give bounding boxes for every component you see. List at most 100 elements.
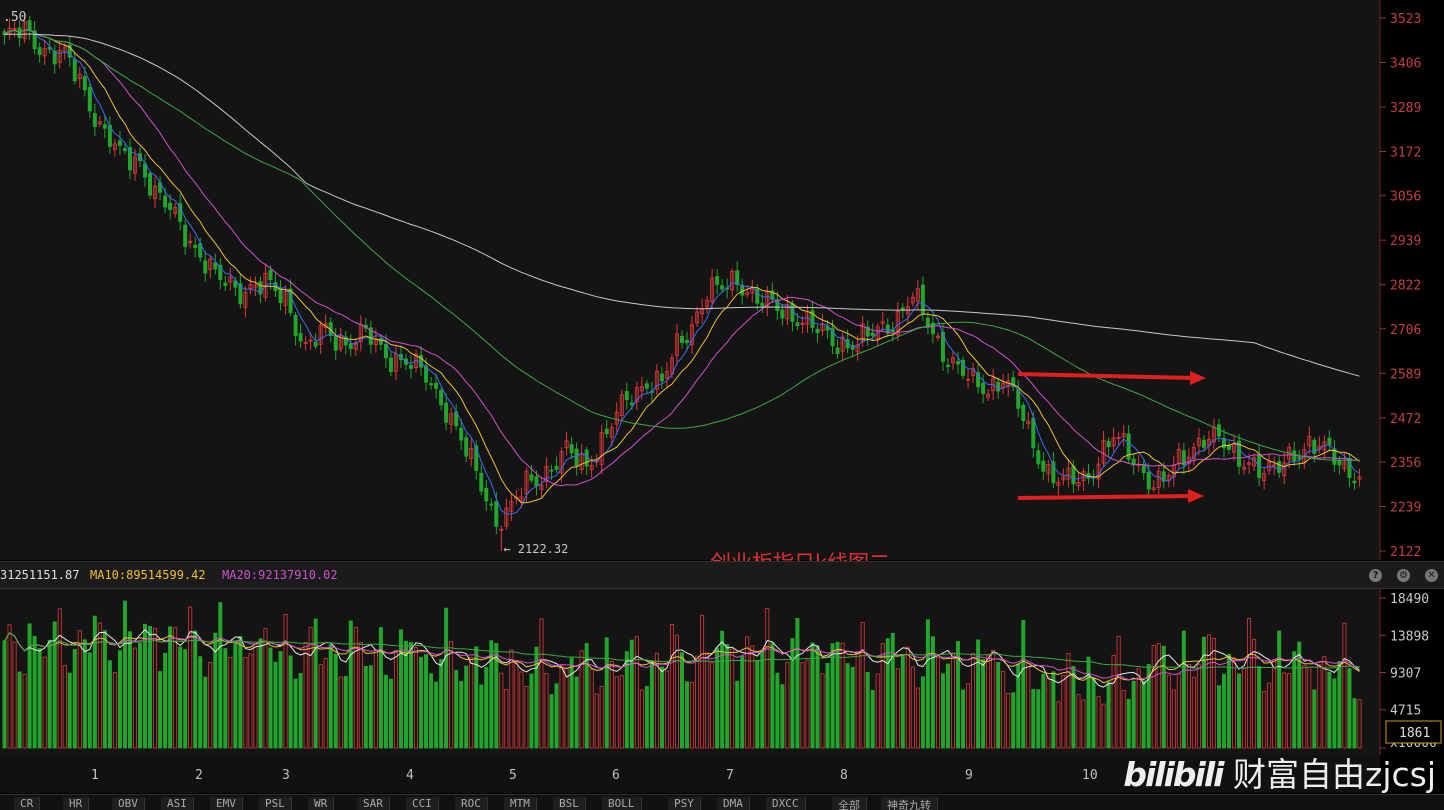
candle-body [57,49,62,63]
candle-body [945,364,950,367]
candle-body [940,331,945,362]
indicator-tab[interactable]: OBV [112,797,145,810]
indicator-tab[interactable]: SAR [357,797,390,810]
volume-bar [62,665,67,749]
candle-body [981,382,986,394]
volume-bar [429,673,434,749]
volume-bar [338,676,343,749]
indicator-tab[interactable]: ROC [455,797,488,810]
candle-body [203,260,208,274]
volume-bar [153,628,158,749]
candle-body [624,391,629,401]
volume-bar [750,645,755,749]
volume-bar [328,644,333,749]
volume-bar [639,689,644,749]
settings-icon[interactable]: ⚙ [1397,569,1410,582]
volume-bar [569,657,574,749]
candle-body [840,336,845,352]
volume-bar [1357,699,1362,749]
candle-body [544,465,549,482]
candle-body [479,472,484,492]
volume-bar [32,636,37,749]
volume-bar [634,636,639,749]
indicator-tab[interactable]: 神奇九转 [881,797,938,810]
candle-body [1337,460,1342,466]
candle-body [223,282,228,286]
volume-bar [1267,682,1272,749]
help-icon[interactable]: ? [1369,569,1382,582]
volume-bar [715,647,720,749]
candle-body [1312,439,1317,454]
candle-body [1146,471,1151,490]
volume-bar [12,641,17,749]
candle-body [730,271,735,291]
indicator-tab[interactable]: CCI [406,797,439,810]
candle-body [1322,441,1327,451]
volume-bar [1181,630,1186,749]
candle-body [619,394,624,417]
indicator-tab[interactable]: BSL [553,797,586,810]
volume-ma20-text: MA20:92137910.02 [222,568,338,582]
candle-body [313,341,318,347]
volume-bar [1031,688,1036,749]
date-axis-label: 2 [195,768,203,783]
candle-body [1116,436,1121,439]
candle-body [253,284,258,289]
candle-body [810,310,815,328]
volume-bar [343,675,348,749]
candle-body [489,503,494,506]
volume-bar [203,676,208,749]
indicator-tab[interactable]: MTM [504,797,537,810]
indicator-tab[interactable]: 全部 [832,797,867,810]
volume-ma5-text: 31251151.87 [0,568,80,582]
volume-bar [1071,666,1076,749]
candle-body [318,325,323,345]
volume-bar [935,657,940,749]
candle-body [659,373,664,382]
support-arrow-head [1188,489,1204,503]
volume-bar [986,654,991,749]
indicator-tab[interactable]: EMV [210,797,243,810]
volume-bar [1081,699,1086,749]
candle-body [1036,450,1041,465]
candle-body [1292,450,1297,462]
candle-body [37,47,42,56]
candle-body [770,290,775,300]
volume-bar [1186,664,1191,749]
indicator-tab[interactable]: DMA [717,797,750,810]
volume-bar [910,666,915,749]
indicator-tab[interactable]: PSY [668,797,701,810]
indicator-tab[interactable]: BOLL [602,797,642,810]
candle-body [644,383,649,389]
volume-bar [27,623,32,749]
candle-body [469,447,474,460]
candle-body [664,371,669,379]
volume-bar [47,639,52,749]
candle-body [639,386,644,392]
volume-bar [619,675,624,749]
candle-body [1066,467,1071,480]
indicator-tab[interactable]: ASI [161,797,194,810]
volume-bar [1317,664,1322,749]
indicator-tab[interactable]: DXCC [766,797,806,810]
volume-bar [1036,689,1041,749]
volume-bar [1292,651,1297,749]
volume-bar [730,648,735,749]
candle-body [1016,389,1021,409]
volume-bar [213,632,218,749]
close-icon[interactable]: ✕ [1425,569,1438,582]
volume-bar [840,642,845,749]
candle-body [705,299,710,308]
candle-body [1262,473,1267,482]
candle-body [935,335,940,338]
candle-body [293,314,298,337]
indicator-tab[interactable]: HR [63,797,90,810]
candle-body [208,258,213,270]
indicator-tab[interactable]: CR [14,797,41,810]
candle-body [629,402,634,406]
volume-bar [158,671,163,749]
indicator-tab[interactable]: PSL [259,797,292,810]
volume-bar [42,656,47,749]
indicator-tab[interactable]: WR [308,797,335,810]
